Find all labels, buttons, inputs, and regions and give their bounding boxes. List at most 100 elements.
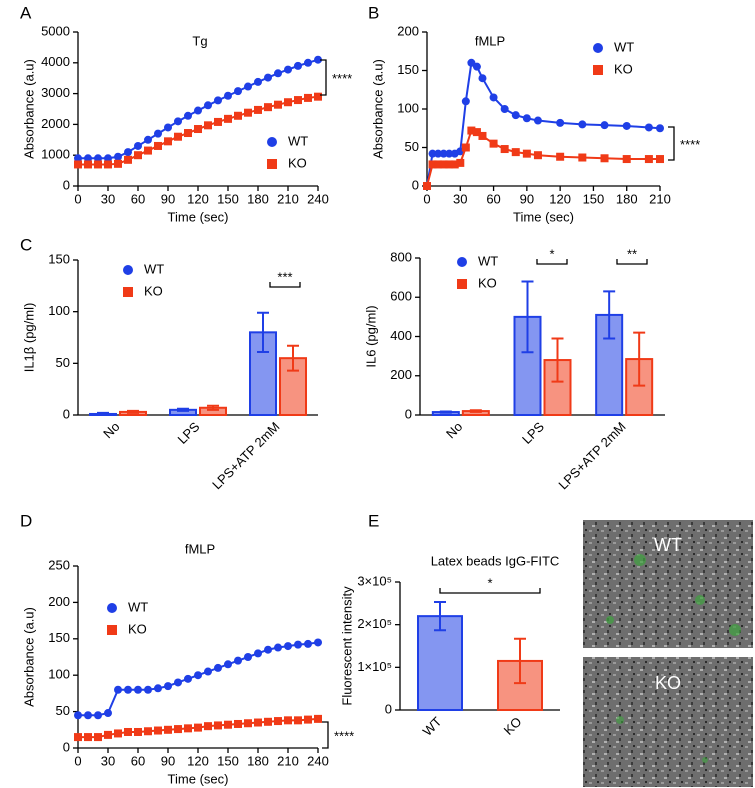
x-tick-label: LPS+ATP 2mM	[555, 419, 628, 492]
marker	[450, 160, 459, 169]
marker	[254, 77, 262, 86]
legend-label: WT	[614, 39, 634, 54]
error-bar	[633, 331, 646, 387]
error-bar	[434, 601, 446, 632]
fluorescence	[616, 716, 624, 724]
legend-label: WT	[478, 253, 498, 268]
marker	[304, 58, 312, 67]
x-axis-label: Time (sec)	[513, 209, 574, 224]
marker	[428, 160, 437, 169]
marker	[104, 709, 112, 718]
significance-bracket	[269, 282, 301, 288]
marker	[194, 671, 202, 680]
x-tick-label: 180	[247, 753, 269, 768]
marker	[489, 93, 498, 102]
marker	[214, 117, 222, 126]
y-tick-label: 200	[397, 23, 419, 38]
marker	[304, 639, 312, 648]
x-tick-label: 210	[649, 191, 671, 206]
marker	[264, 717, 272, 726]
marker	[134, 685, 142, 694]
y-tick-label: 100	[48, 667, 70, 682]
significance-bracket	[322, 721, 329, 749]
marker	[164, 137, 172, 146]
marker	[644, 123, 653, 132]
marker	[144, 727, 152, 736]
fluorescence	[606, 616, 614, 624]
marker	[234, 656, 242, 665]
marker	[234, 111, 242, 120]
marker	[174, 678, 182, 687]
x-tick-label: 30	[101, 191, 115, 206]
marker	[274, 100, 282, 109]
marker	[184, 724, 192, 733]
legend-marker	[267, 159, 277, 169]
legend-label: KO	[128, 621, 147, 636]
marker	[74, 711, 82, 720]
error-bar	[469, 409, 482, 413]
x-tick-label: 120	[187, 753, 209, 768]
marker	[144, 135, 152, 144]
x-tick-label: KO	[501, 714, 525, 738]
fluorescence	[695, 595, 705, 605]
x-tick-label: 120	[549, 191, 571, 206]
bar	[417, 615, 463, 712]
marker	[556, 118, 565, 127]
marker	[134, 141, 142, 150]
marker	[428, 149, 437, 158]
marker	[284, 716, 292, 725]
y-tick-label: 150	[397, 62, 419, 77]
marker	[174, 117, 182, 126]
marker	[478, 74, 487, 83]
legend-label: KO	[288, 155, 307, 170]
marker	[622, 155, 631, 164]
error-bar	[287, 344, 299, 372]
y-axis-label: IL1β (pg/ml)	[21, 303, 36, 373]
y-tick-label: 1000	[41, 147, 70, 162]
x-tick-label: WT	[420, 714, 445, 739]
marker	[304, 93, 312, 102]
micrograph	[583, 657, 753, 787]
marker	[264, 103, 272, 112]
marker	[144, 685, 152, 694]
y-tick-label: 100	[48, 303, 70, 318]
x-tick-label: No	[443, 419, 465, 441]
marker	[461, 143, 470, 152]
marker	[461, 97, 470, 106]
marker	[184, 674, 192, 683]
marker	[104, 154, 112, 163]
panel-label: E	[368, 511, 379, 530]
y-axis-label: Absorbance (a.u)	[21, 59, 36, 159]
x-tick-label: 210	[277, 753, 299, 768]
y-tick-label: 200	[48, 594, 70, 609]
marker	[84, 733, 92, 742]
marker	[578, 120, 587, 129]
error-bar	[207, 404, 219, 411]
marker	[114, 685, 122, 694]
significance-label: ****	[334, 728, 354, 743]
marker	[184, 111, 192, 120]
marker	[104, 730, 112, 739]
marker	[294, 96, 302, 105]
marker	[264, 73, 272, 82]
marker	[214, 96, 222, 105]
micrograph-label: KO	[655, 673, 681, 693]
x-tick-label: 210	[277, 191, 299, 206]
marker	[174, 132, 182, 141]
significance-label: ***	[277, 269, 292, 284]
marker	[489, 139, 498, 148]
marker	[439, 160, 448, 169]
legend-marker	[593, 65, 603, 75]
x-tick-label: 60	[131, 191, 145, 206]
x-axis-label: Time (sec)	[168, 771, 229, 786]
x-tick-label: 90	[161, 753, 175, 768]
marker	[456, 158, 465, 167]
y-tick-label: 50	[405, 139, 419, 154]
marker	[84, 154, 92, 163]
marker	[164, 725, 172, 734]
marker	[644, 155, 653, 164]
y-tick-label: 2×10⁵	[357, 616, 392, 631]
error-bar	[97, 411, 109, 416]
significance-bracket	[668, 126, 675, 161]
